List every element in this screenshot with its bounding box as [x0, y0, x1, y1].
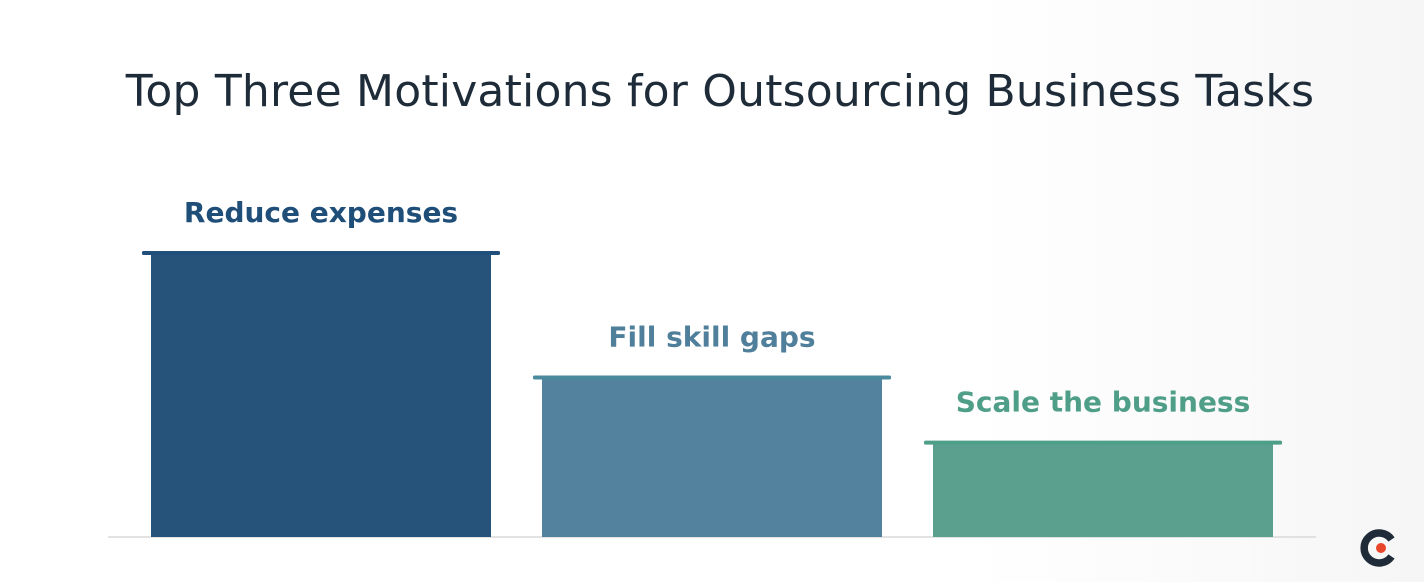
bar-3	[933, 443, 1273, 537]
bar-label-2: Fill skill gaps	[608, 321, 815, 354]
bars-group: Reduce expenses Fill skill gaps Scale the …	[142, 196, 1282, 537]
bar-2	[542, 378, 882, 537]
bar-cap-2	[533, 375, 891, 380]
bar-1	[151, 254, 491, 537]
bar-label-1: Reduce expenses	[184, 196, 458, 229]
chart-title: Top Three Motivations for Outsourcing Bu…	[125, 66, 1315, 117]
bar-cap-3	[924, 440, 1282, 445]
bar-cap-1	[142, 251, 500, 255]
bar-label-3: Scale the business	[956, 386, 1251, 419]
capterra-c-icon	[1360, 529, 1395, 567]
